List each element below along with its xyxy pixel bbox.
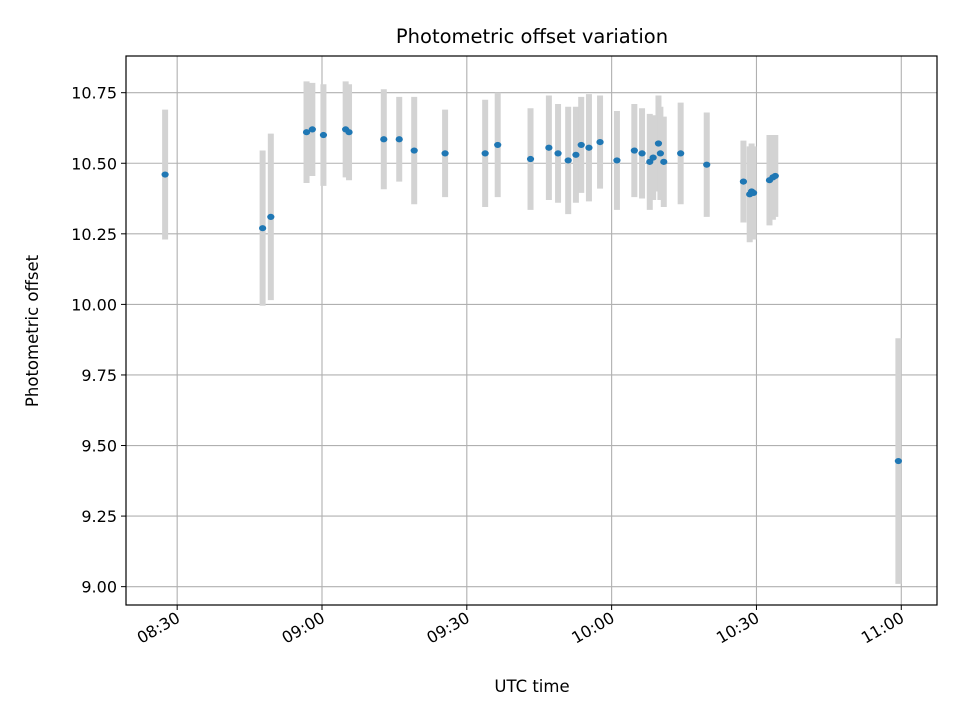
data-point (654, 140, 663, 147)
data-point (564, 157, 572, 164)
y-tick-label: 9.50 (81, 437, 117, 456)
data-point (572, 151, 580, 158)
chart-title: Photometric offset variation (396, 25, 668, 48)
data-point (771, 172, 779, 180)
data-point (308, 126, 316, 133)
data-point (545, 144, 553, 151)
x-axis-title: UTC time (494, 677, 569, 696)
data-point (441, 150, 449, 157)
data-point (660, 158, 668, 165)
data-point (380, 136, 388, 143)
data-point (554, 150, 562, 157)
data-point (585, 144, 593, 151)
data-point (749, 189, 758, 196)
y-tick-label: 10.00 (71, 295, 117, 314)
data-point (302, 129, 311, 136)
data-point (703, 161, 711, 168)
data-point (267, 213, 275, 220)
data-point (319, 131, 328, 139)
y-tick-label: 9.25 (81, 507, 117, 526)
data-point (630, 147, 638, 154)
y-tick-label: 10.50 (71, 154, 117, 173)
data-point (677, 150, 685, 157)
y-tick-label: 9.75 (81, 366, 117, 385)
data-point (638, 150, 646, 157)
data-point (410, 147, 418, 154)
data-point (161, 171, 169, 178)
y-tick-label: 9.00 (81, 578, 117, 597)
y-tick-label: 10.25 (71, 225, 117, 244)
data-point (494, 141, 502, 149)
data-point (481, 150, 489, 157)
data-point (395, 136, 403, 143)
plot-frame (125, 55, 938, 606)
data-point (259, 225, 267, 232)
data-point (739, 178, 748, 185)
data-point (596, 138, 604, 146)
y-tick-label: 10.75 (71, 84, 117, 103)
data-points (161, 126, 902, 465)
data-point (894, 457, 902, 465)
data-point (613, 157, 621, 164)
y-axis-title: Photometric offset (23, 254, 42, 407)
data-point (345, 129, 353, 136)
data-point (649, 154, 657, 161)
data-point (526, 155, 535, 163)
data-point (577, 141, 585, 149)
data-point (656, 150, 664, 157)
